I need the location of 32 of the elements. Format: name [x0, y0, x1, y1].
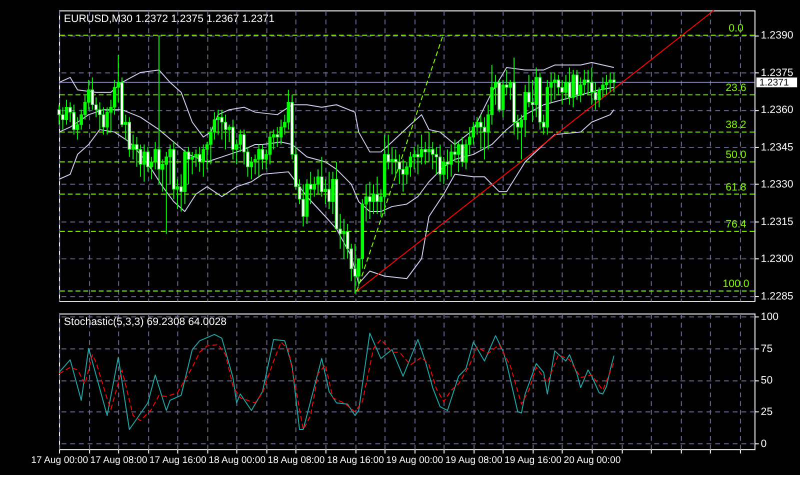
- y-tick-label: 1.2390: [760, 30, 794, 42]
- ref-line-label: 1.2371: [759, 77, 789, 88]
- x-tick-label: 19 Aug 16:00: [504, 455, 562, 466]
- y-tick-label: 1.2345: [760, 141, 794, 154]
- annotation: 50.0: [726, 148, 746, 161]
- annotation: 23.6: [726, 82, 746, 94]
- annotation: 38.2: [726, 119, 746, 132]
- y-tick-label: 1.2285: [760, 290, 794, 302]
- y-tick-label: 50: [760, 374, 773, 386]
- annotation: 0.0: [728, 22, 744, 34]
- x-tick-label: 20 Aug 00:00: [564, 455, 621, 466]
- chart-title: EURUSD,M30 1.2372 1.2375 1.2367 1.2371: [64, 13, 275, 26]
- y-tick-label: 1.2315: [760, 216, 794, 228]
- y-tick-label: 0: [760, 438, 767, 450]
- x-tick-label: 17 Aug 08:00: [90, 455, 148, 466]
- chart-title: Stochastic(5,3,3) 69.2308 64.0028: [64, 316, 227, 328]
- y-tick-label: 1.2360: [760, 104, 794, 116]
- y-tick-label: 1.2300: [760, 253, 794, 266]
- x-tick-label: 18 Aug 08:00: [268, 455, 325, 466]
- x-tick-label: 17 Aug 00:00: [31, 455, 88, 466]
- annotation: 100.0: [722, 278, 750, 290]
- y-tick-label: 75: [760, 342, 773, 355]
- x-tick-label: 18 Aug 00:00: [208, 455, 266, 466]
- y-tick-label: 100: [760, 311, 779, 324]
- x-tick-label: 18 Aug 16:00: [326, 455, 384, 466]
- x-tick-label: 19 Aug 08:00: [445, 455, 502, 466]
- y-tick-label: 1.2375: [760, 66, 794, 79]
- y-tick-label: 25: [760, 406, 773, 418]
- y-tick-label: 1.2330: [760, 178, 794, 191]
- x-tick-label: 17 Aug 16:00: [149, 455, 206, 466]
- x-tick-label: 19 Aug 00:00: [386, 455, 444, 466]
- annotation: 61.8: [726, 181, 746, 194]
